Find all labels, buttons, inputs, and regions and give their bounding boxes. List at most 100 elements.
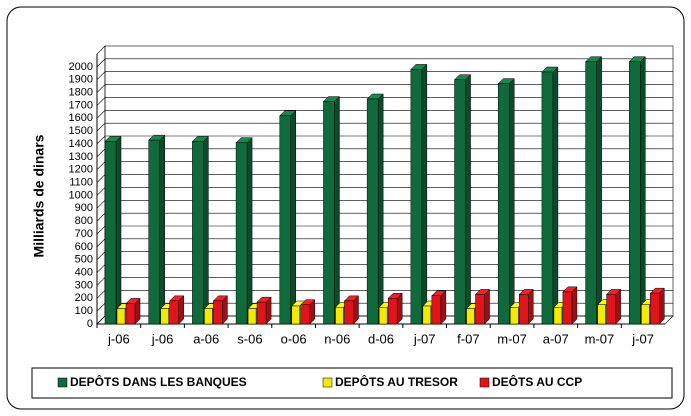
bar xyxy=(213,300,223,325)
grid-line xyxy=(96,84,673,93)
x-tick-label: m-07 xyxy=(585,331,615,346)
bar-side xyxy=(334,95,340,325)
bar xyxy=(541,71,554,325)
legend-swatch xyxy=(479,377,490,388)
bar xyxy=(422,305,432,325)
bar xyxy=(204,308,213,325)
bar xyxy=(247,308,257,325)
bar-side xyxy=(527,288,534,325)
grid-line xyxy=(96,122,673,132)
grid-line xyxy=(96,109,673,119)
bar-side xyxy=(377,93,384,325)
bar xyxy=(378,307,388,325)
y-tick-label: 1800 xyxy=(69,86,93,98)
back-wall xyxy=(96,45,106,325)
bar xyxy=(148,139,160,325)
bar-side xyxy=(596,56,602,325)
x-tick-label: f-07 xyxy=(457,331,479,346)
bar xyxy=(344,300,354,325)
bar xyxy=(410,69,423,325)
y-tick-label: 1200 xyxy=(69,164,93,176)
bar xyxy=(641,304,650,325)
bar-side xyxy=(159,134,165,325)
bar xyxy=(125,303,136,325)
bar xyxy=(256,301,267,325)
x-tick-label: j-06 xyxy=(107,331,130,346)
grid-line xyxy=(96,71,673,80)
y-tick-label: 100 xyxy=(75,305,93,317)
bar xyxy=(597,304,606,325)
bar xyxy=(553,307,563,325)
bar-side xyxy=(440,290,447,325)
grid-line xyxy=(96,97,673,106)
bar-side xyxy=(203,135,209,325)
y-tick-label: 1500 xyxy=(69,125,93,137)
bar xyxy=(104,141,117,325)
grid-line xyxy=(96,135,673,145)
bar xyxy=(160,308,169,325)
x-tick-label: j-07 xyxy=(413,331,436,346)
bar-side xyxy=(484,288,490,325)
y-tick-label: 1300 xyxy=(69,151,93,163)
bar xyxy=(431,295,442,325)
bar xyxy=(366,98,379,325)
bar-side xyxy=(396,292,403,325)
x-tick-label: n-06 xyxy=(324,331,350,346)
bar xyxy=(466,308,475,325)
y-tick-label: 0 xyxy=(87,318,93,330)
bar xyxy=(629,61,641,325)
x-tick-label: m-07 xyxy=(497,331,527,346)
legend-swatch xyxy=(57,377,68,388)
y-tick-label: 1000 xyxy=(69,189,93,201)
bar xyxy=(606,294,616,325)
y-tick-label: 1700 xyxy=(69,99,93,111)
y-tick-label: 2000 xyxy=(69,61,93,73)
x-tick-label: d-06 xyxy=(368,331,394,346)
x-tick-label: a-07 xyxy=(543,331,569,346)
bar xyxy=(650,292,660,325)
y-tick-label: 1900 xyxy=(69,74,93,86)
legend-box xyxy=(31,367,673,399)
y-tick-label: 1400 xyxy=(69,138,93,150)
bar xyxy=(562,291,573,325)
bar-side xyxy=(421,63,428,325)
y-tick-label: 300 xyxy=(75,279,93,291)
bar xyxy=(116,308,126,325)
bar-side xyxy=(508,77,515,325)
bar xyxy=(291,305,301,325)
legend-label: DEPÔTS DANS LES BANQUES xyxy=(70,374,247,389)
bar xyxy=(454,79,466,325)
bar xyxy=(475,294,485,325)
bar-side xyxy=(552,66,559,325)
y-tick-label: 700 xyxy=(75,228,93,240)
bar xyxy=(518,294,529,325)
x-tick-label: j-06 xyxy=(151,331,174,346)
bar xyxy=(335,307,344,325)
bar xyxy=(585,61,597,325)
bar xyxy=(192,141,204,325)
bar-side xyxy=(615,288,621,325)
bar xyxy=(387,298,398,325)
bar-side xyxy=(115,135,122,325)
bar-side xyxy=(246,137,253,325)
legend-label: DEPÔTS AU TRESOR xyxy=(335,374,458,389)
y-tick-label: 900 xyxy=(75,202,93,214)
bar xyxy=(509,307,519,325)
y-tick-label: 1100 xyxy=(69,176,93,188)
bar-side xyxy=(659,287,665,325)
y-tick-label: 800 xyxy=(75,215,93,227)
bar-side xyxy=(571,286,578,325)
y-axis-label: Milliards de dinars xyxy=(31,134,47,257)
bar-side xyxy=(640,56,646,325)
y-tick-label: 400 xyxy=(75,266,93,278)
y-tick-label: 1600 xyxy=(69,112,93,124)
grid-line xyxy=(96,58,673,68)
bar xyxy=(323,101,335,325)
legend-label: DEÔTS AU CCP xyxy=(492,374,582,389)
bar-side xyxy=(290,110,297,325)
bar xyxy=(497,83,510,325)
x-tick-label: o-06 xyxy=(281,331,307,346)
x-tick-label: j-07 xyxy=(631,331,654,346)
y-tick-label: 600 xyxy=(75,241,93,253)
